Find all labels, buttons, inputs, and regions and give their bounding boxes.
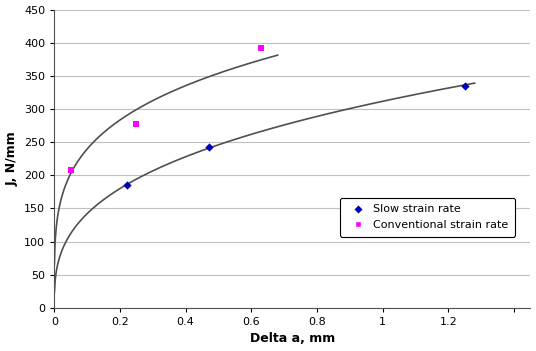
X-axis label: Delta a, mm: Delta a, mm bbox=[250, 332, 335, 345]
Point bbox=[204, 144, 213, 150]
Point bbox=[257, 45, 265, 51]
Point bbox=[460, 83, 469, 88]
Legend: Slow strain rate, Conventional strain rate: Slow strain rate, Conventional strain ra… bbox=[340, 198, 516, 237]
Point bbox=[132, 121, 140, 126]
Point bbox=[122, 183, 131, 188]
Point bbox=[66, 167, 75, 173]
Y-axis label: J, N/mm: J, N/mm bbox=[5, 131, 19, 186]
